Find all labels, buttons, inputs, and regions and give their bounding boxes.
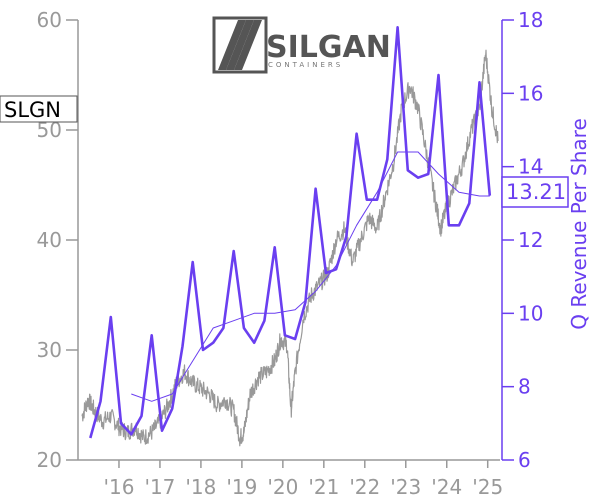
- price-series-line: [81, 49, 499, 447]
- logo-subtitle: CONTAINERS: [268, 61, 343, 69]
- left-axis-tick-label: 60: [37, 8, 62, 32]
- right-axis-tick-label: 12: [518, 228, 543, 252]
- x-axis-tick-label: '23: [390, 475, 421, 499]
- axes-layer: 2030405060'16'17'18'19'20'21'22'23'24'25…: [37, 8, 544, 499]
- silgan-logo-mark-icon: [212, 16, 268, 74]
- revenue-series-line: [89, 25, 492, 439]
- x-axis-tick-label: '17: [144, 475, 175, 499]
- logo-wordmark: SILGAN: [266, 30, 391, 65]
- x-axis-tick-label: '18: [185, 475, 216, 499]
- x-axis-tick-label: '24: [431, 475, 462, 499]
- x-axis-tick-label: '25: [472, 475, 503, 499]
- right-axis-tick-label: 6: [518, 448, 531, 472]
- right-axis-tick-label: 8: [518, 375, 531, 399]
- left-axis-tick-label: 40: [37, 228, 62, 252]
- revenue-trend-line: [131, 151, 490, 402]
- x-axis-tick-label: '21: [308, 475, 339, 499]
- x-axis-tick-label: '20: [267, 475, 298, 499]
- x-axis-tick-label: '16: [103, 475, 134, 499]
- last-value-label: 13.21: [506, 180, 566, 204]
- right-axis-tick-label: 14: [518, 155, 543, 179]
- labels-layer: SLGN 13.21 Q Revenue Per Share: [0, 95, 591, 330]
- right-axis-tick-label: 10: [518, 301, 543, 325]
- series-layer: [81, 25, 499, 447]
- x-axis-tick-label: '19: [226, 475, 257, 499]
- ticker-box: [0, 95, 78, 123]
- x-axis-tick-label: '22: [349, 475, 380, 499]
- ticker-label: SLGN: [4, 98, 61, 122]
- right-axis-tick-label: 16: [518, 81, 543, 105]
- last-value-box: [501, 176, 569, 208]
- silgan-logo: SILGAN CONTAINERS: [212, 16, 391, 74]
- left-axis-tick-label: 20: [37, 448, 62, 472]
- right-axis-tick-label: 18: [518, 8, 543, 32]
- right-axis-label: Q Revenue Per Share: [567, 118, 591, 330]
- left-axis-tick-label: 30: [37, 338, 62, 362]
